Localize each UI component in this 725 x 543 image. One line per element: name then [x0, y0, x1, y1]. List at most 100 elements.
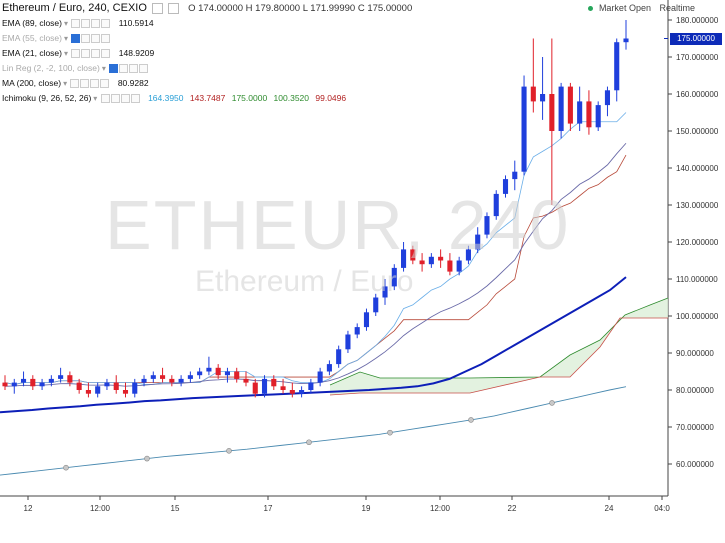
plus-icon[interactable]	[91, 49, 101, 59]
indicator-ma200[interactable]: MA (200, close) ▾ 80.9282	[2, 78, 149, 89]
candle-body[interactable]	[30, 378, 36, 387]
candle-body[interactable]	[419, 260, 425, 265]
close-icon[interactable]	[100, 79, 110, 89]
candle-body[interactable]	[261, 378, 268, 394]
indicator-ichimoku[interactable]: Ichimoku (9, 26, 52, 26) ▾ 164.3950 143.7…	[2, 93, 346, 104]
candle-body[interactable]	[85, 390, 91, 394]
candle-body[interactable]	[113, 382, 119, 390]
indicator-ema89[interactable]: EMA (89, close) ▾ 110.5914	[2, 18, 154, 29]
close-icon[interactable]	[139, 64, 149, 74]
candle-body[interactable]	[187, 375, 193, 379]
candle-body[interactable]	[521, 86, 527, 172]
candle-body[interactable]	[614, 42, 620, 91]
candle-body[interactable]	[586, 101, 592, 128]
candle-body[interactable]	[363, 312, 370, 328]
candle-body[interactable]	[224, 371, 230, 376]
eye-icon[interactable]	[71, 19, 81, 29]
candle-body[interactable]	[345, 334, 351, 350]
indicator-linreg[interactable]: Lin Reg (2, -2, 100, close) ▾	[2, 63, 149, 74]
close-icon[interactable]	[130, 94, 140, 104]
candle-body[interactable]	[336, 349, 342, 365]
indicator-ema55[interactable]: EMA (55, close) ▾	[2, 33, 111, 44]
candle-body[interactable]	[595, 105, 601, 128]
eye-icon[interactable]	[71, 34, 81, 44]
candle-body[interactable]	[11, 382, 17, 387]
candle-body[interactable]	[465, 249, 471, 261]
candle-body[interactable]	[271, 378, 277, 387]
candle-body[interactable]	[141, 378, 147, 383]
candle-body[interactable]	[549, 94, 555, 131]
candle-body[interactable]	[382, 286, 388, 298]
candle-body[interactable]	[530, 86, 536, 102]
plus-icon[interactable]	[129, 64, 139, 74]
candle-body[interactable]	[234, 371, 240, 379]
candle-body[interactable]	[502, 179, 509, 194]
chevron-down-icon[interactable]: ▾	[64, 19, 69, 28]
candle-body[interactable]	[317, 371, 323, 383]
candle-body[interactable]	[289, 390, 295, 394]
indicator-ema21[interactable]: EMA (21, close) ▾ 148.9209	[2, 48, 154, 59]
candle-body[interactable]	[308, 382, 314, 390]
candle-body[interactable]	[20, 378, 27, 383]
candle-body[interactable]	[58, 375, 64, 379]
plus-icon[interactable]	[120, 94, 130, 104]
settings-icon[interactable]	[81, 19, 91, 29]
candle-body[interactable]	[326, 364, 332, 372]
candle-body[interactable]	[132, 382, 138, 394]
candle-body[interactable]	[197, 371, 203, 376]
candle-body[interactable]	[280, 386, 286, 390]
candle-body[interactable]	[2, 382, 8, 387]
candle-body[interactable]	[456, 260, 462, 272]
candle-body[interactable]	[39, 382, 45, 387]
chevron-down-icon[interactable]: ▾	[64, 49, 69, 58]
candle-body[interactable]	[215, 367, 221, 376]
settings-icon[interactable]	[151, 2, 163, 14]
candle-body[interactable]	[438, 256, 444, 261]
candle-body[interactable]	[122, 390, 129, 394]
candle-body[interactable]	[160, 375, 166, 379]
close-icon[interactable]	[101, 34, 111, 44]
eye-icon[interactable]	[71, 49, 81, 59]
candle-body[interactable]	[206, 367, 212, 372]
candle-body[interactable]	[76, 382, 82, 390]
candle-body[interactable]	[48, 378, 54, 383]
candle-body[interactable]	[484, 216, 490, 235]
candle-body[interactable]	[391, 267, 397, 287]
eye-icon[interactable]	[100, 94, 110, 104]
candle-body[interactable]	[401, 249, 407, 268]
eye-icon[interactable]	[70, 79, 80, 89]
settings-icon[interactable]	[81, 34, 91, 44]
candle-body[interactable]	[512, 171, 518, 180]
checkbox-icon[interactable]	[168, 2, 180, 14]
close-icon[interactable]	[101, 19, 111, 29]
plus-icon[interactable]	[91, 19, 101, 29]
candle-body[interactable]	[169, 378, 175, 383]
candle-body[interactable]	[540, 94, 546, 102]
settings-icon[interactable]	[81, 49, 91, 59]
settings-icon[interactable]	[80, 79, 90, 89]
candle-body[interactable]	[623, 38, 629, 43]
candle-body[interactable]	[354, 327, 360, 335]
plus-icon[interactable]	[90, 79, 100, 89]
candle-body[interactable]	[373, 297, 379, 313]
chevron-down-icon[interactable]: ▾	[101, 64, 106, 73]
close-icon[interactable]	[101, 49, 111, 59]
candle-body[interactable]	[252, 382, 258, 394]
candle-body[interactable]	[475, 234, 481, 250]
candle-body[interactable]	[178, 378, 184, 383]
chevron-down-icon[interactable]: ▾	[64, 34, 69, 43]
settings-icon[interactable]	[119, 64, 129, 74]
candle-body[interactable]	[447, 260, 453, 272]
candle-body[interactable]	[104, 382, 110, 387]
candle-body[interactable]	[243, 378, 249, 383]
settings-icon[interactable]	[110, 94, 120, 104]
candle-body[interactable]	[428, 256, 434, 265]
plus-icon[interactable]	[91, 34, 101, 44]
candle-body[interactable]	[410, 249, 416, 261]
eye-icon[interactable]	[109, 64, 119, 74]
symbol-title[interactable]: Ethereum / Euro, 240, CEXIO	[2, 2, 147, 14]
candle-body[interactable]	[95, 386, 101, 394]
candle-body[interactable]	[567, 86, 573, 124]
candle-body[interactable]	[67, 375, 73, 383]
